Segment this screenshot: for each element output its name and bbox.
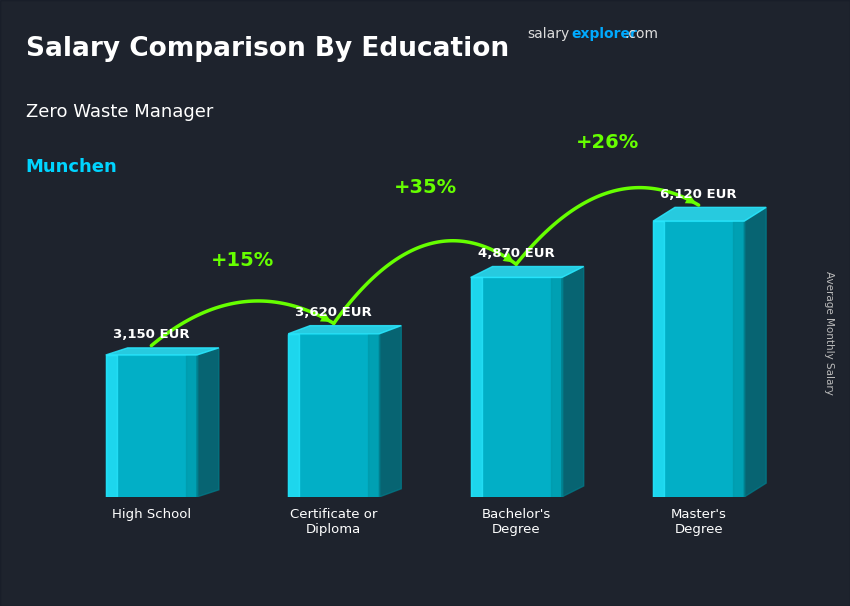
Polygon shape (745, 207, 766, 497)
Bar (105, 355, 197, 497)
Bar (368, 334, 379, 497)
Polygon shape (471, 267, 584, 278)
Polygon shape (197, 348, 218, 497)
Text: Salary Comparison By Education: Salary Comparison By Education (26, 36, 508, 62)
Bar (471, 278, 562, 497)
Text: 4,870 EUR: 4,870 EUR (478, 247, 554, 260)
Bar (288, 334, 299, 497)
Bar (734, 221, 745, 497)
Bar (471, 278, 482, 497)
Text: 3,620 EUR: 3,620 EUR (296, 306, 372, 319)
Text: salary: salary (527, 27, 570, 41)
Text: explorer: explorer (571, 27, 638, 41)
Polygon shape (379, 325, 401, 497)
Text: .com: .com (625, 27, 659, 41)
Bar (186, 355, 197, 497)
Bar (105, 355, 116, 497)
Bar (653, 221, 664, 497)
Text: Munchen: Munchen (26, 158, 117, 176)
Polygon shape (288, 325, 401, 334)
Bar (653, 221, 745, 497)
Text: +26%: +26% (575, 133, 639, 152)
Bar (288, 334, 379, 497)
Polygon shape (105, 348, 218, 355)
Text: +35%: +35% (394, 178, 456, 197)
Bar (551, 278, 562, 497)
Text: 6,120 EUR: 6,120 EUR (660, 188, 737, 201)
Text: +15%: +15% (211, 251, 275, 270)
Text: Zero Waste Manager: Zero Waste Manager (26, 103, 212, 121)
Text: Average Monthly Salary: Average Monthly Salary (824, 271, 834, 395)
Polygon shape (653, 207, 766, 221)
Polygon shape (562, 267, 584, 497)
Text: 3,150 EUR: 3,150 EUR (113, 328, 190, 341)
